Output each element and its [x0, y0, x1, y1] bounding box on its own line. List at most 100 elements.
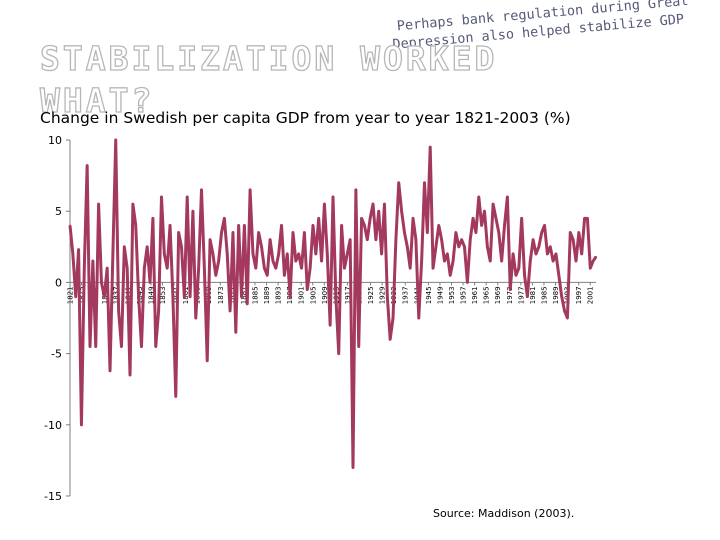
data-point [400, 210, 403, 213]
x-tick-label: 1821 [67, 286, 75, 304]
x-tick-label: 1969 [494, 286, 502, 304]
data-point [386, 295, 389, 298]
data-point [537, 245, 540, 248]
data-point [269, 238, 272, 241]
data-point [154, 345, 157, 348]
data-point [314, 253, 317, 255]
data-point [346, 253, 349, 255]
data-point [280, 224, 283, 227]
x-tick-label: 1849 [147, 286, 155, 304]
data-point [229, 309, 231, 312]
data-point [303, 231, 306, 234]
data-point [243, 224, 246, 227]
data-point [180, 245, 183, 248]
data-point [214, 274, 217, 277]
data-point [206, 359, 209, 362]
data-point [131, 203, 134, 205]
data-point [294, 260, 297, 262]
data-point [306, 288, 309, 291]
data-point [80, 423, 83, 426]
x-tick-label: 1957 [460, 286, 468, 304]
data-point [469, 238, 472, 241]
data-point [515, 274, 517, 277]
x-tick-label: 1989 [552, 286, 560, 304]
data-point [472, 217, 474, 220]
data-point [483, 210, 486, 213]
data-point [197, 267, 200, 270]
data-point [120, 345, 123, 348]
data-point [555, 253, 557, 255]
data-point [352, 466, 354, 469]
data-point [300, 267, 303, 270]
data-point [429, 146, 432, 149]
data-point [354, 188, 357, 191]
x-tick-label: 1889 [263, 286, 271, 304]
data-point [589, 267, 592, 270]
data-point [580, 253, 583, 255]
data-point [529, 260, 532, 262]
data-point [323, 203, 326, 205]
data-point [463, 245, 466, 248]
data-point [517, 267, 520, 270]
data-point [543, 224, 546, 227]
data-point [457, 245, 460, 248]
data-point [560, 295, 563, 298]
data-point [412, 217, 414, 220]
x-tick-label: 1917 [344, 286, 352, 304]
data-point [406, 245, 409, 248]
data-point [415, 238, 417, 241]
data-point [217, 260, 220, 262]
data-point [512, 253, 514, 255]
source-note: Source: Maddison (2003). [433, 507, 575, 520]
x-tick-label: 2001 [587, 286, 595, 304]
data-point [409, 267, 412, 270]
data-point [523, 274, 526, 277]
data-point [500, 260, 503, 262]
data-point [272, 260, 274, 262]
x-tick-label: 1945 [425, 286, 433, 304]
data-point [169, 224, 171, 227]
data-point [91, 260, 94, 262]
data-point [440, 238, 443, 241]
data-point [309, 267, 312, 270]
data-point [183, 295, 186, 298]
data-point [89, 345, 91, 348]
data-point [466, 281, 469, 284]
data-point [283, 274, 286, 277]
data-point [480, 224, 483, 227]
data-point [163, 253, 166, 255]
data-point [497, 231, 500, 234]
x-tick-label: 1981 [529, 286, 537, 304]
data-point [329, 324, 332, 327]
data-point [126, 267, 129, 270]
data-point [189, 295, 191, 298]
data-point [475, 231, 477, 234]
data-point [83, 267, 86, 270]
data-point [97, 203, 100, 205]
x-tick-label: 1973 [506, 286, 514, 304]
data-point [552, 260, 555, 262]
data-point [77, 248, 80, 251]
data-point [340, 224, 343, 227]
data-point [277, 253, 280, 255]
data-point [71, 253, 74, 255]
data-point [575, 260, 577, 262]
x-tick-label: 1985 [540, 286, 548, 304]
y-tick-label: -15 [44, 490, 62, 503]
data-point [540, 231, 543, 234]
data-point [437, 224, 440, 227]
x-tick-label: 1853 [159, 286, 167, 304]
data-point [357, 345, 360, 348]
data-point [509, 288, 512, 291]
slide-title: STABILIZATION WORKED WHAT? [39, 38, 497, 122]
data-point [74, 295, 77, 298]
data-point [232, 231, 234, 234]
data-point [69, 224, 71, 227]
data-point [489, 260, 492, 262]
data-point [377, 210, 380, 213]
data-point [146, 245, 149, 248]
x-tick-label: 1857 [171, 286, 179, 304]
data-point [394, 238, 397, 241]
data-point [486, 245, 489, 248]
data-point [572, 238, 575, 241]
